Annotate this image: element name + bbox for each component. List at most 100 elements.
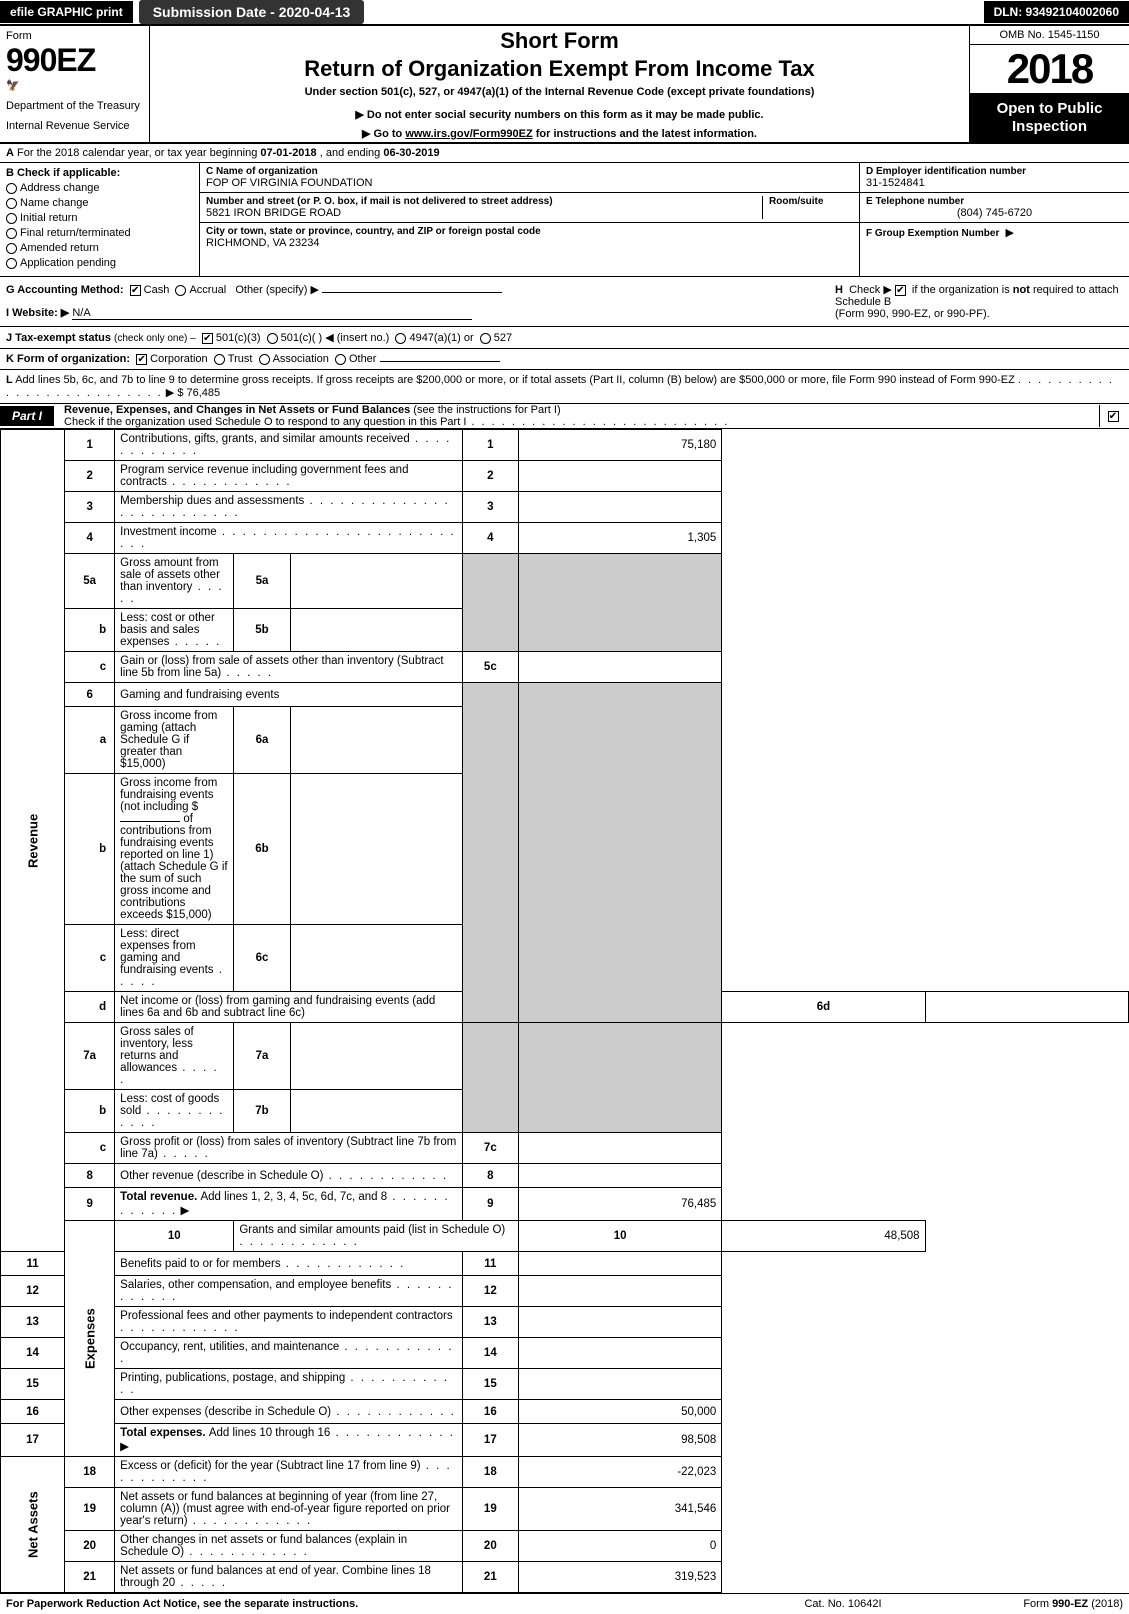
form-header: Form 990EZ 🦅 Department of the Treasury … [0, 26, 1129, 144]
line-19: 19Net assets or fund balances at beginni… [1, 1488, 1129, 1531]
part1-title-sub: (see the instructions for Part I) [413, 404, 560, 416]
d-ein: 31-1524841 [866, 177, 1123, 189]
line-8: 8Other revenue (describe in Schedule O) … [1, 1164, 1129, 1188]
under-section: Under section 501(c), 527, or 4947(a)(1)… [158, 86, 961, 98]
other-specify-input[interactable] [322, 292, 502, 293]
c-addr-label: Number and street (or P. O. box, if mail… [206, 196, 756, 207]
a-label: A [6, 147, 14, 159]
header-right: OMB No. 1545-1150 2018 Open to Public In… [969, 26, 1129, 142]
part1-header: Part I Revenue, Expenses, and Changes in… [0, 404, 1129, 429]
line-12: 12Salaries, other compensation, and empl… [1, 1276, 1129, 1307]
row-j-tax-exempt: J Tax-exempt status (check only one) – 5… [0, 327, 1129, 349]
chk-other-org[interactable] [335, 354, 346, 365]
c-name-label: C Name of organization [206, 166, 853, 177]
chk-application-pending[interactable]: Application pending [6, 257, 193, 269]
a-text1: For the 2018 calendar year, or tax year … [17, 147, 260, 159]
footer-notice: For Paperwork Reduction Act Notice, see … [6, 1598, 743, 1610]
c-city-label: City or town, state or province, country… [206, 226, 853, 237]
tax-year: 2018 [970, 45, 1129, 94]
form-number: 990EZ [6, 42, 143, 79]
c-name-row: C Name of organization FOP OF VIRGINIA F… [200, 163, 859, 193]
chk-address-change[interactable]: Address change [6, 182, 193, 194]
other-org-input[interactable] [380, 361, 500, 362]
line-1: Revenue 1 Contributions, gifts, grants, … [1, 430, 1129, 461]
a-begin: 07-01-2018 [260, 147, 316, 159]
goto-prefix: Go to [374, 128, 406, 140]
row-gh: G Accounting Method: Cash Accrual Other … [0, 277, 1129, 327]
col-b-check: B Check if applicable: Address change Na… [0, 163, 200, 276]
e-phone: (804) 745-6720 [866, 207, 1123, 219]
c-room-label: Room/suite [769, 196, 853, 207]
chk-corp[interactable] [136, 354, 147, 365]
goto-suffix: for instructions and the latest informat… [536, 128, 757, 140]
chk-501c3[interactable] [202, 333, 213, 344]
a-text2: , and ending [320, 147, 384, 159]
d-label: D Employer identification number [866, 166, 1123, 177]
e-label: E Telephone number [866, 196, 1123, 207]
chk-527[interactable] [480, 333, 491, 344]
section-bcdef: B Check if applicable: Address change Na… [0, 163, 1129, 277]
header-left: Form 990EZ 🦅 Department of the Treasury … [0, 26, 150, 142]
submission-date-badge: Submission Date - 2020-04-13 [139, 0, 365, 24]
chk-accrual[interactable] [175, 285, 186, 296]
chk-final-return[interactable]: Final return/terminated [6, 227, 193, 239]
l-label: L [6, 374, 13, 386]
top-bar: efile GRAPHIC print Submission Date - 20… [0, 0, 1129, 26]
part1-tag: Part I [0, 406, 54, 426]
chk-amended-return[interactable]: Amended return [6, 242, 193, 254]
part1-sub: Check if the organization used Schedule … [64, 416, 466, 428]
g-label: G Accounting Method: [6, 284, 124, 296]
line-5c: cGain or (loss) from sale of assets othe… [1, 652, 1129, 683]
line-2: 2Program service revenue including gover… [1, 461, 1129, 492]
chk-4947[interactable] [395, 333, 406, 344]
part1-title: Revenue, Expenses, and Changes in Net As… [64, 404, 410, 416]
c-city-row: City or town, state or province, country… [200, 223, 859, 252]
f-arrow-icon: ▶ [1005, 227, 1013, 239]
c-org-name: FOP OF VIRGINIA FOUNDATION [206, 177, 853, 189]
line-11: 11Benefits paid to or for members11 [1, 1252, 1129, 1276]
line-7c: cGross profit or (loss) from sales of in… [1, 1133, 1129, 1164]
chk-501c[interactable] [267, 333, 278, 344]
j-label: J Tax-exempt status [6, 332, 111, 344]
goto-link[interactable]: www.irs.gov/Form990EZ [405, 128, 532, 140]
f-label: F Group Exemption Number [866, 228, 999, 239]
footer-formref: Form 990-EZ (2018) [943, 1598, 1123, 1610]
irs-label: Internal Revenue Service [6, 120, 143, 132]
short-form-title: Short Form [158, 28, 961, 54]
i-label: I Website: ▶ [6, 307, 69, 319]
chk-cash[interactable] [130, 285, 141, 296]
col-def: D Employer identification number 31-1524… [859, 163, 1129, 276]
chk-initial-return[interactable]: Initial return [6, 212, 193, 224]
part1-check[interactable] [1099, 405, 1129, 427]
line-15: 15Printing, publications, postage, and s… [1, 1369, 1129, 1400]
d-ein-row: D Employer identification number 31-1524… [860, 163, 1129, 193]
chk-trust[interactable] [214, 354, 225, 365]
line-7a: 7aGross sales of inventory, less returns… [1, 1023, 1129, 1090]
line-17: 17Total expenses. Add lines 10 through 1… [1, 1424, 1129, 1457]
i-website: N/A [72, 307, 90, 319]
open-public-badge: Open to Public Inspection [970, 94, 1129, 142]
row-l-gross: L Add lines 5b, 6c, and 7b to line 9 to … [0, 370, 1129, 404]
chk-name-change[interactable]: Name change [6, 197, 193, 209]
row-k-org-form: K Form of organization: Corporation Trus… [0, 349, 1129, 370]
efile-badge[interactable]: efile GRAPHIC print [0, 1, 133, 23]
dln-badge: DLN: 93492104002060 [984, 1, 1129, 23]
form-word: Form [6, 30, 143, 42]
chk-assoc[interactable] [259, 354, 270, 365]
f-group-row: F Group Exemption Number ▶ [860, 223, 1129, 242]
irs-eagle-icon: 🦅 [6, 79, 143, 92]
header-mid: Short Form Return of Organization Exempt… [150, 26, 969, 142]
a-end: 06-30-2019 [383, 147, 439, 159]
line-5a: 5aGross amount from sale of assets other… [1, 554, 1129, 609]
part1-table: Revenue 1 Contributions, gifts, grants, … [0, 429, 1129, 1593]
line-9: 9Total revenue. Add lines 1, 2, 3, 4, 5c… [1, 1188, 1129, 1221]
l-text: Add lines 5b, 6c, and 7b to line 9 to de… [15, 374, 1015, 386]
line-20: 20Other changes in net assets or fund ba… [1, 1531, 1129, 1562]
chk-h[interactable] [895, 285, 906, 296]
k-label: K Form of organization: [6, 353, 130, 365]
line-3: 3Membership dues and assessments 3 [1, 492, 1129, 523]
omb-number: OMB No. 1545-1150 [970, 26, 1129, 45]
line-14: 14Occupancy, rent, utilities, and mainte… [1, 1338, 1129, 1369]
h-label: H [835, 284, 843, 296]
side-revenue: Revenue [1, 430, 65, 1252]
